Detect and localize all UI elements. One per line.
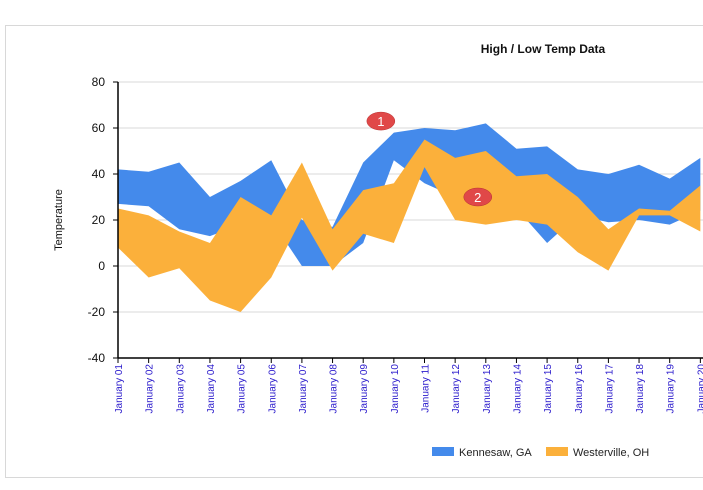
y-tick-label: 80 [92,75,106,89]
series-area-westerville [118,139,701,312]
x-tick-label: January 19 [666,364,677,414]
y-tick-label: -40 [88,351,106,365]
y-tick-label: 0 [98,259,105,273]
x-tick-label: January 04 [206,364,217,414]
x-tick-label: January 15 [543,364,554,414]
y-tick-label: -20 [88,305,106,319]
y-axis-label: Temperature [53,189,65,251]
x-tick-label: January 10 [390,364,401,414]
y-tick-label: 40 [92,167,106,181]
annotation-marker [366,111,396,131]
x-tick-label: January 13 [482,364,493,414]
legend-swatch [546,447,568,456]
y-tick-label: 20 [92,213,106,227]
x-tick-label: January 17 [604,364,615,414]
legend-swatch [432,447,454,456]
chart-title: High / Low Temp Data [481,42,606,56]
y-tick-label: 60 [92,121,106,135]
legend-label: Kennesaw, GA [459,447,532,459]
x-tick-label: January 03 [175,364,186,414]
x-tick-label: January 18 [635,364,646,414]
x-tick-label: January 16 [574,364,585,414]
x-tick-label: January 01 [114,364,125,414]
x-tick-label: January 09 [359,364,370,414]
legend-label: Westerville, OH [573,447,649,459]
x-tick-label: January 08 [329,364,340,414]
x-tick-label: January 07 [298,364,309,414]
annotation-label: 2 [474,190,481,205]
x-tick-label: January 20 [696,364,703,414]
x-tick-label: January 05 [237,364,248,414]
x-tick-label: January 12 [451,364,462,414]
x-tick-label: January 11 [421,364,432,413]
x-tick-label: January 14 [512,364,523,414]
x-tick-label: January 06 [267,364,278,414]
annotation-marker [463,187,493,207]
x-tick-label: January 02 [145,364,156,414]
annotation-label: 1 [377,114,384,129]
chart-frame [5,25,703,478]
